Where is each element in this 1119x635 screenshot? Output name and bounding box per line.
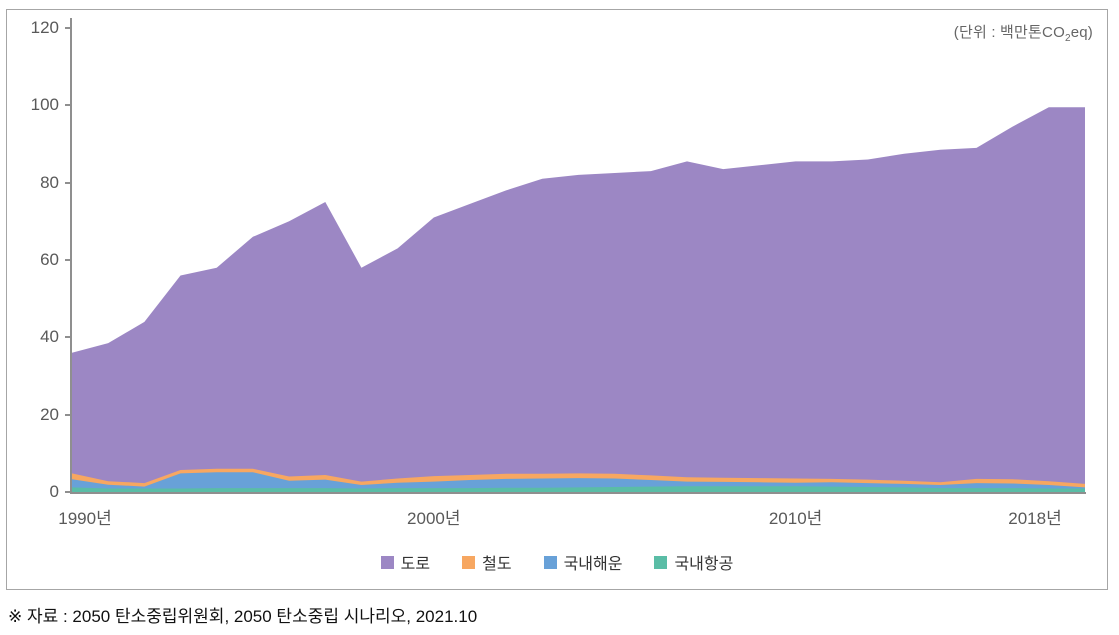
legend-item-road: 도로	[380, 550, 431, 574]
legend-label-road: 도로	[400, 556, 431, 573]
y-tick-label: 0	[49, 482, 59, 501]
legend-label-domestic-shipping: 국내해운	[563, 556, 623, 573]
legend-label-domestic-aviation: 국내항공	[674, 556, 734, 573]
legend-item-rail: 철도	[462, 550, 512, 574]
chart-frame: (단위 : 백만톤CO2eq) 0 20 40 60 80 100 120 1990년 200…	[6, 9, 1108, 590]
y-tick-mark	[65, 27, 71, 29]
x-tick-label: 2018년	[1008, 509, 1062, 528]
y-tick-mark	[65, 491, 71, 493]
x-tick-label: 2000년	[407, 509, 461, 528]
x-tick-label: 2010년	[768, 509, 823, 528]
area-series-domestic-aviation	[72, 486, 1085, 492]
y-tick-label: 120	[30, 18, 59, 37]
y-tick-label: 40	[40, 327, 59, 347]
x-axis-line	[70, 492, 1086, 494]
unit-label: (단위 : 백만톤CO2eq)	[953, 24, 1093, 44]
legend-item-domestic-shipping: 국내해운	[543, 550, 623, 574]
legend-swatch-domestic-shipping	[543, 555, 557, 569]
legend-label-rail: 철도	[482, 556, 512, 573]
legend-swatch-domestic-aviation	[654, 555, 668, 569]
y-tick-mark	[65, 259, 71, 261]
legend-swatch-rail	[462, 555, 476, 569]
y-tick-label: 100	[30, 95, 59, 115]
y-tick-mark	[65, 413, 71, 416]
area-series-road	[72, 107, 1085, 492]
source-note: ※ 자료 : 2050 탄소중립위원회, 2050 탄소중립 시나리오, 202…	[8, 607, 478, 626]
legend-swatch-road	[380, 555, 394, 569]
y-tick-label: 60	[40, 250, 59, 269]
stacked-area-svg	[72, 107, 1085, 492]
y-tick-label: 80	[40, 172, 59, 192]
legend: 도로 철도 국내해운 국내항공	[7, 550, 1107, 574]
x-tick-label: 1990년	[58, 509, 112, 528]
y-tick-mark	[65, 104, 71, 107]
y-axis-line	[70, 18, 72, 494]
y-tick-mark	[65, 181, 71, 184]
y-tick-label: 20	[40, 404, 59, 424]
legend-item-domestic-aviation: 국내항공	[654, 550, 733, 574]
stacked-area-plot	[72, 28, 1085, 492]
y-tick-mark	[65, 336, 71, 339]
